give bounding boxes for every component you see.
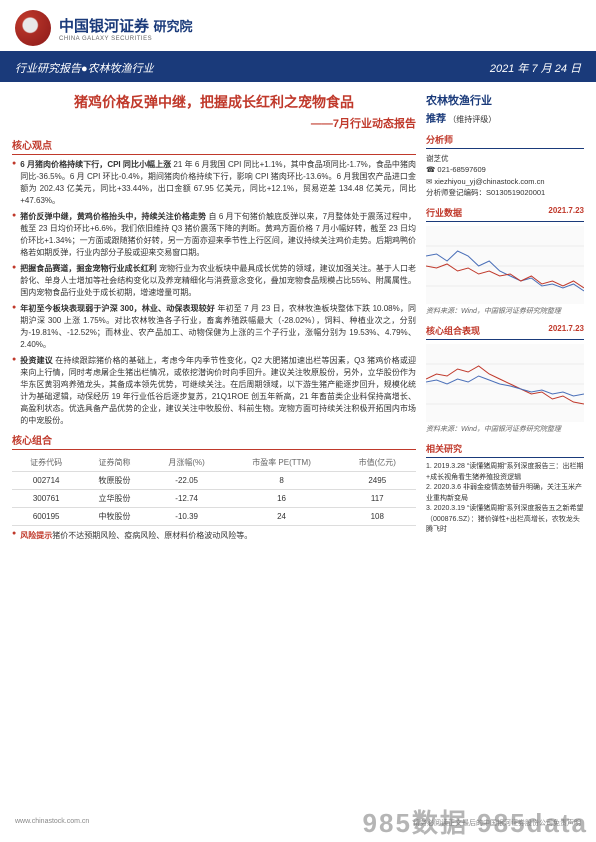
combo-heading: 核心组合 [12,432,416,450]
table-header-row: 证券代码 证券简称 月涨幅(%) 市盈率 PE(TTM) 市值(亿元) [12,454,416,472]
company-name-en: CHINA GALAXY SECURITIES [59,36,192,42]
core-combo-table: 证券代码 证券简称 月涨幅(%) 市盈率 PE(TTM) 市值(亿元) 0027… [12,454,416,526]
industry-data-chart [426,226,584,304]
th-pe: 市盈率 PE(TTM) [225,454,339,472]
analyst-name: 谢芝优 [426,153,584,164]
chart1-source: 资料来源：Wind，中国银河证券研究院整理 [426,306,584,316]
report-title: 猪鸡价格反弹中继，把握成长红利之宠物食品 [12,92,416,112]
content-area: 猪鸡价格反弹中继，把握成长红利之宠物食品 ——7月行业动态报告 核心观点 6 月… [0,82,596,541]
analyst-phone: ☎ 021-68597609 [426,164,584,175]
sidebar-column: 农林牧渔行业 推荐 （维持评级） 分析师 谢芝优 ☎ 021-68597609 … [426,92,584,541]
rating-row: 推荐 （维持评级） [426,110,584,125]
related-item: 1. 2019.3.28 “读懂猪周期”系列深度报告三：出栏期+成长视角看生猪养… [426,462,584,483]
report-banner: 行业研究报告●农林牧渔行业 2021 年 7 月 24 日 [0,54,596,82]
bullet-item: 投资建议 在持续跟踪猪价格的基础上，考虑今年内季节性变化，Q2 大肥猪加速出栏等… [12,355,416,427]
institute-label: 研究院 [153,19,192,34]
analyst-heading: 分析师 [426,133,584,149]
bullet-item: 猪价反弹中继，黄鸡价格抬头中，持续关注价格走势 自 6 月下旬猪价触底反弹以来，… [12,211,416,259]
rating-note: （维持评级） [448,115,496,124]
related-item: 3. 2020.3.19 “读懂猪周期”系列深度报告五之新希望（000876.S… [426,504,584,536]
logo-text-block: 中国银河证券 研究院 CHINA GALAXY SECURITIES [59,15,192,42]
bullet-bold: 年初至今板块表现弱于沪深 300，林业、动保表现较好 [20,304,215,313]
related-item: 2. 2020.3.6 非弱金疫情态势替升明确，关注玉米产业重构新变局 [426,483,584,504]
watermark: 985数据 985data [363,803,588,840]
th-change: 月涨幅(%) [149,454,225,472]
analyst-cert: 分析师登记编码：S0130519020001 [426,187,584,198]
bullet-bold: 6 月猪肉价格持续下行，CPI 同比小幅上涨 [20,160,171,169]
risk-row: 风险提示 猪价不达预期风险、疫病风险、原材料价格波动风险等。 [12,530,416,541]
company-cn: 中国银河证券 [59,18,149,35]
report-subtitle: ——7月行业动态报告 [12,115,416,131]
banner-date: 2021 年 7 月 24 日 [490,60,581,76]
chart2-source: 资料来源：Wind，中国银河证券研究院整理 [426,424,584,434]
footer-url: www.chinastock.com.cn [15,818,89,828]
th-cap: 市值(亿元) [339,454,417,472]
industry-data-heading: 行业数据 2021.7.23 [426,206,584,222]
table-row: 600195中牧股份-10.3924108 [12,508,416,526]
bullet-text: 在持续跟踪猪价格的基础上，考虑今年内季节性变化，Q2 大肥猪加速出栏等因素，Q3… [20,356,416,425]
risk-text: 猪价不达预期风险、疫病风险、原材料价格波动风险等。 [52,530,252,541]
report-header: 中国银河证券 研究院 CHINA GALAXY SECURITIES [0,0,596,54]
combo-perf-chart [426,344,584,422]
th-name: 证券简称 [80,454,148,472]
analyst-info: 谢芝优 ☎ 021-68597609 ✉ xiezhiyou_yj@chinas… [426,153,584,198]
bullet-bold: 猪价反弹中继，黄鸡价格抬头中，持续关注价格走势 [20,212,206,221]
related-heading: 相关研究 [426,442,584,458]
rating-label: 推荐 [426,114,446,125]
bullet-item: 6 月猪肉价格持续下行，CPI 同比小幅上涨 21 年 6 月我国 CPI 同比… [12,159,416,207]
bullet-bold: 投资建议 [20,356,53,365]
company-name-cn: 中国银河证券 研究院 [59,15,192,36]
th-code: 证券代码 [12,454,80,472]
company-logo [15,10,51,46]
table-row: 002714牧原股份-22.0582495 [12,472,416,490]
bullet-bold: 把握食品赛道，掘金宠物行业成长红利 [20,264,157,273]
risk-label: 风险提示 [20,530,52,541]
bullet-item: 把握食品赛道，掘金宠物行业成长红利 宠物行业为农业板块中最具成长优势的领域，建议… [12,263,416,299]
industry-label: 农林牧渔行业 [426,92,584,108]
combo-perf-heading: 核心组合表现 2021.7.23 [426,324,584,340]
related-list: 1. 2019.3.28 “读懂猪周期”系列深度报告三：出栏期+成长视角看生猪养… [426,462,584,536]
core-view-heading: 核心观点 [12,137,416,155]
analyst-email: ✉ xiezhiyou_yj@chinastock.com.cn [426,176,584,187]
main-column: 猪鸡价格反弹中继，把握成长红利之宠物食品 ——7月行业动态报告 核心观点 6 月… [12,92,426,541]
table-row: 300761立华股份-12.7416117 [12,490,416,508]
bullet-item: 年初至今板块表现弱于沪深 300，林业、动保表现较好 年初至 7 月 23 日，… [12,303,416,351]
banner-category: 行业研究报告●农林牧渔行业 [15,60,154,76]
